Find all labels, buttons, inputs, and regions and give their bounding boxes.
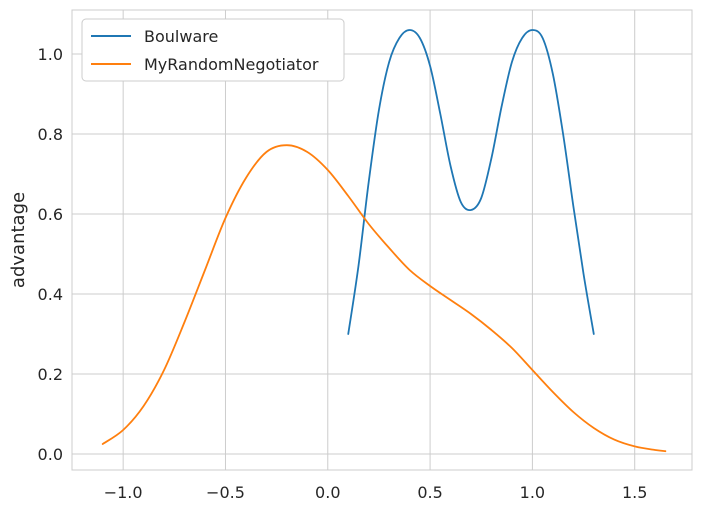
y-tick-label: 1.0 <box>38 45 63 64</box>
x-tick-label: 0.5 <box>417 483 442 502</box>
x-tick-label: −0.5 <box>206 483 245 502</box>
x-tick-label: 1.0 <box>520 483 545 502</box>
y-tick-label: 0.6 <box>38 205 63 224</box>
series-line-boulware <box>347 29 595 335</box>
grid-lines <box>72 10 692 470</box>
y-axis-label: advantage <box>8 192 29 288</box>
x-tick-label: 1.5 <box>622 483 647 502</box>
y-tick-label: 0.8 <box>38 125 63 144</box>
y-tick-label: 0.0 <box>38 445 63 464</box>
y-tick-label: 0.4 <box>38 285 63 304</box>
x-axis-ticks: −1.0 −0.5 0.0 0.5 1.0 1.5 <box>104 483 648 502</box>
legend-label-boulware: Boulware <box>144 27 218 46</box>
series-line-myrandomnegotiator <box>101 144 667 453</box>
y-tick-label: 0.2 <box>38 365 63 384</box>
legend-box <box>81 18 345 82</box>
x-tick-label: 0.0 <box>315 483 340 502</box>
x-tick-label: −1.0 <box>104 483 143 502</box>
series-lines <box>101 29 667 453</box>
legend: Boulware MyRandomNegotiator <box>81 18 345 82</box>
legend-label-myrandomnegotiator: MyRandomNegotiator <box>144 55 319 74</box>
y-axis-ticks: 0.0 0.2 0.4 0.6 0.8 1.0 <box>38 45 63 464</box>
